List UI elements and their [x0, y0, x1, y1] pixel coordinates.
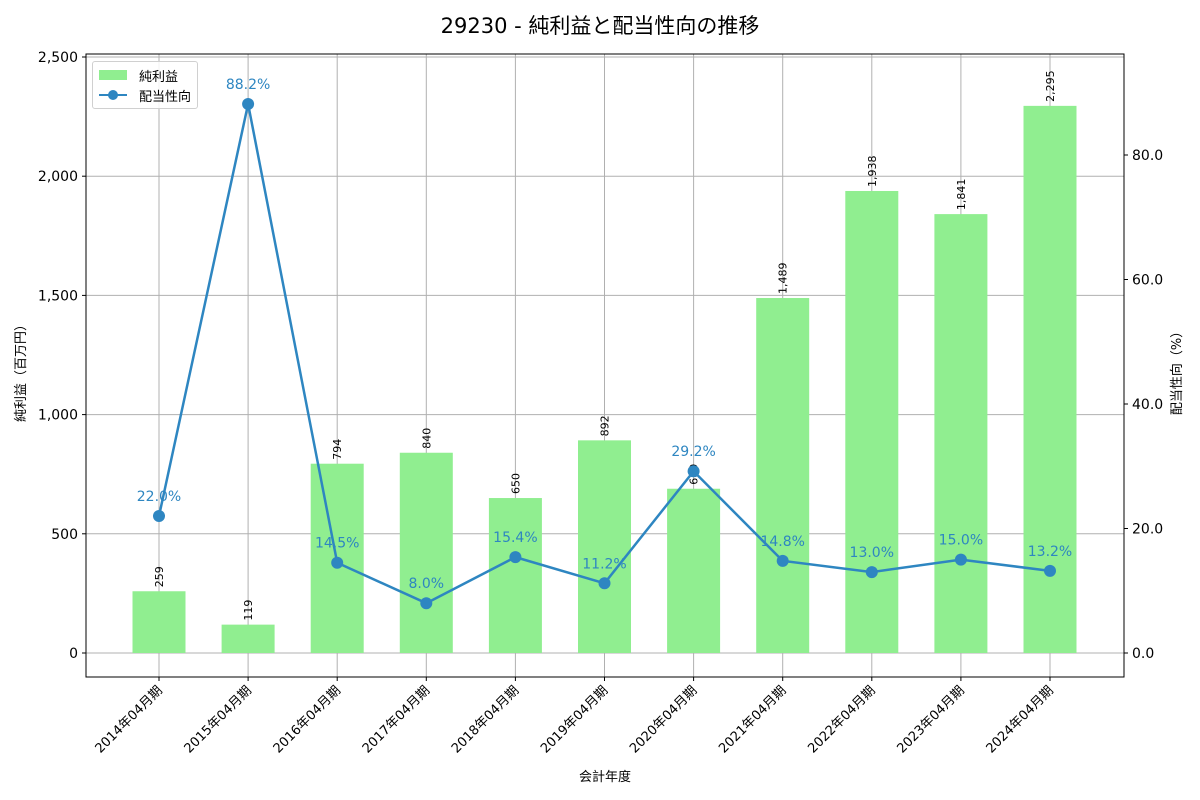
bar-value-label: 794 [331, 439, 344, 460]
bar [756, 298, 810, 653]
line-marker [242, 97, 255, 110]
payout-value-label: 88.2% [226, 77, 270, 93]
bar-value-label: 259 [153, 566, 166, 587]
y-tick-label: 2,500 [38, 50, 78, 66]
line-marker [509, 551, 522, 564]
payout-value-label: 29.2% [671, 444, 715, 460]
payout-value-label: 22.0% [137, 489, 181, 505]
line-marker [776, 554, 789, 567]
legend-bar-swatch-icon [99, 70, 127, 80]
bar [1023, 105, 1077, 653]
x-axis: 2014年04月期 2015年04月期 2016年04月期 2017年04月期 2018… [93, 677, 1057, 757]
bar [399, 452, 453, 653]
bar-value-label: 650 [509, 473, 522, 494]
payout-value-label: 11.2% [582, 556, 626, 572]
x-tick-label: 2024年04月期 [984, 683, 1057, 756]
legend-line-marker-icon [99, 90, 127, 100]
line-marker [598, 577, 611, 590]
bar [578, 440, 631, 653]
bar-value-label: 892 [599, 415, 612, 436]
payout-value-label: 13.2% [1028, 544, 1072, 560]
bar [667, 488, 721, 653]
x-tick-label: 2019年04月期 [538, 683, 611, 756]
chart-legend: 純利益 配当性向 [92, 61, 198, 109]
payout-value-label: 14.5% [315, 536, 359, 552]
bar-value-label: 1,938 [866, 155, 879, 187]
right-y-axis-label: 配当性向（%） [1169, 325, 1185, 415]
legend-label-net-income: 純利益 [139, 69, 179, 85]
line-marker [331, 556, 344, 569]
line-marker [1044, 564, 1056, 577]
right-y-axis: 0.0 20.0 40.0 60.0 80.0 [1124, 148, 1163, 662]
x-tick-label: 2021年04月期 [716, 683, 789, 756]
bar-value-label: 1,841 [955, 179, 968, 211]
line-marker [153, 510, 165, 523]
x-axis-label: 会計年度 [579, 769, 631, 785]
y-tick-label: 1,500 [38, 288, 78, 304]
bar [132, 591, 186, 653]
bar [488, 498, 542, 653]
line-marker [865, 566, 878, 579]
payout-value-label: 14.8% [760, 534, 804, 550]
payout-value-label: 15.0% [939, 533, 983, 549]
y2-tick-label: 80.0 [1132, 148, 1163, 164]
legend-item-net-income: 純利益 [99, 66, 179, 85]
line-marker [420, 597, 433, 610]
y2-tick-label: 60.0 [1132, 273, 1163, 289]
bar-value-label: 1,489 [777, 263, 790, 295]
line-marker [954, 553, 967, 566]
payout-value-label: 8.0% [409, 576, 445, 592]
bar [934, 214, 988, 654]
y-tick-label: 1,000 [38, 408, 78, 424]
bar-value-labels: 2591197948406508926891,4891,9381,8412,29… [153, 70, 1057, 620]
y2-tick-label: 40.0 [1132, 397, 1163, 413]
left-y-axis-label: 純利益（百万円） [14, 318, 29, 422]
y2-tick-label: 20.0 [1132, 522, 1163, 538]
x-tick-label: 2023年04月期 [894, 683, 967, 756]
line-marker [687, 465, 700, 478]
payout-value-label: 15.4% [493, 530, 537, 546]
bar-series-net-income [132, 105, 1077, 654]
bar [845, 190, 899, 653]
y-tick-label: 0 [69, 646, 78, 662]
x-tick-label: 2016年04月期 [271, 683, 344, 756]
bar-value-label: 2,295 [1044, 70, 1057, 102]
y2-tick-label: 0.0 [1132, 646, 1154, 662]
chart-title: 29230 - 純利益と配当性向の推移 [440, 14, 760, 38]
bar-value-label: 119 [242, 600, 255, 621]
x-tick-label: 2017年04月期 [360, 683, 433, 756]
x-tick-label: 2022年04月期 [805, 683, 878, 756]
x-tick-label: 2014年04月期 [93, 683, 166, 756]
y-tick-label: 500 [51, 527, 78, 543]
x-tick-label: 2015年04月期 [182, 683, 255, 756]
line-series-payout-ratio [153, 97, 1056, 610]
y-tick-label: 2,000 [38, 169, 78, 185]
bar [221, 624, 275, 653]
bar-value-label: 840 [420, 428, 433, 449]
legend-label-payout-ratio: 配当性向 [139, 89, 192, 105]
payout-value-label: 13.0% [850, 545, 894, 561]
left-y-axis: 0 500 1,000 1,500 2,000 2,500 [38, 50, 86, 662]
x-tick-label: 2018年04月期 [449, 683, 522, 756]
x-tick-label: 2020年04月期 [627, 683, 700, 756]
legend-item-payout-ratio: 配当性向 [99, 86, 192, 105]
line-value-labels: 22.0% 88.2% 14.5% 8.0% 15.4% 11.2% 29.2% 14.8% 1… [137, 77, 1072, 592]
